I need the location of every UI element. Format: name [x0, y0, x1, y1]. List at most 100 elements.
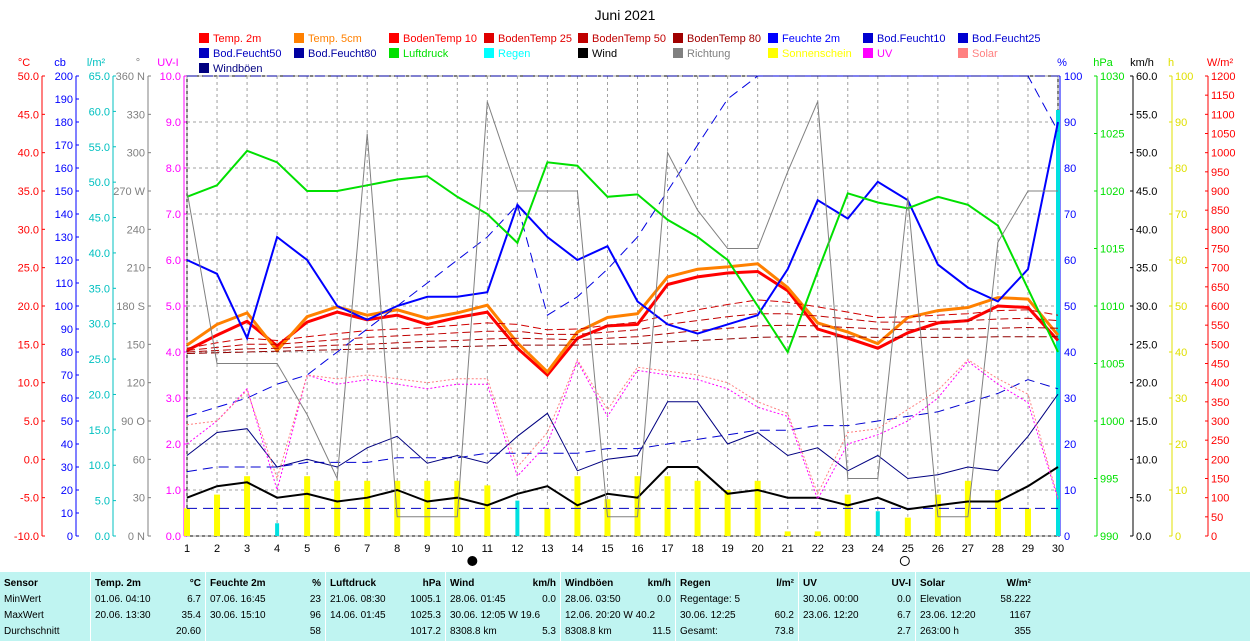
tick-label-temp: 30.0 — [18, 224, 39, 236]
axis-unit-cloudbase: cb — [54, 57, 66, 69]
stats-row: Durchschnitt — [4, 626, 86, 640]
stats-row: 263:00 h 355 — [920, 626, 1031, 640]
tick-label-sun: 30 — [1175, 393, 1187, 405]
stats-cell-value: 1167 — [1009, 610, 1031, 621]
tick-label-cloudbase: 0 — [67, 531, 73, 543]
tick-label-sun: 40 — [1175, 347, 1187, 359]
legend-label: Bod.Feucht25 — [972, 33, 1041, 45]
tick-label-uv: 5.0 — [166, 301, 181, 313]
tick-label-temp: 5.0 — [24, 416, 39, 428]
stats-cell-label: 8308.8 km — [450, 626, 497, 637]
tick-label-rain: 20.0 — [89, 389, 110, 401]
tick-label-sun: 10 — [1175, 485, 1187, 497]
stats-cell-label: 30.06. 00:00 — [803, 594, 859, 605]
tick-label-uv: 1.0 — [166, 485, 181, 497]
legend-label: Sonnenschein — [782, 48, 852, 60]
tick-label-wind: 5.0 — [1136, 493, 1151, 505]
bar-sonnenschein — [214, 494, 221, 536]
tick-label-humidity: 50 — [1064, 301, 1076, 313]
bar-sonnenschein — [904, 517, 911, 536]
tick-label-rain: 40.0 — [89, 248, 110, 260]
legend-label: Luftdruck — [403, 48, 449, 60]
bar-sonnenschein — [244, 476, 251, 536]
legend-label: Solar — [972, 48, 998, 60]
tick-label-temp: -10.0 — [14, 531, 39, 543]
stats-cell-value: 60.2 — [774, 610, 794, 621]
series-windb-en — [186, 393, 1059, 480]
tick-label-rain: 10.0 — [89, 460, 110, 472]
tick-label-sun: 20 — [1175, 439, 1187, 451]
x-tick-label: 19 — [721, 543, 733, 555]
tick-label-pressure: 1000 — [1100, 416, 1124, 428]
tick-label-wind: 25.0 — [1136, 339, 1157, 351]
x-tick-label: 5 — [304, 543, 310, 555]
tick-label-humidity: 20 — [1064, 439, 1076, 451]
tick-label-temp: 50.0 — [18, 71, 39, 83]
x-tick-label: 16 — [631, 543, 643, 555]
tick-label-direction: 30 — [133, 493, 145, 505]
tick-label-wind: 15.0 — [1136, 416, 1157, 428]
statistics-table: Sensor MinWert MaxWert Durchschnitt Temp. 2m… — [0, 572, 1250, 641]
tick-label-cloudbase: 30 — [61, 462, 73, 474]
stats-cell-label: Windböen — [565, 578, 614, 589]
stats-cell-label: Wind — [450, 578, 475, 589]
stats-cell-label: Temp. 2m — [95, 578, 141, 589]
stats-row: 30.06. 12:25 60.2 — [680, 610, 794, 624]
stats-cell-label: Luftdruck — [330, 578, 377, 589]
weather-chart: Juni 2021 Temp. 2m Temp. 5cm BodenTemp 10 B… — [14, 7, 1235, 566]
axis-unit-uv: UV-I — [157, 57, 178, 69]
series-bodentemp-80 — [186, 336, 1058, 354]
axis-unit-wind: km/h — [1130, 57, 1154, 69]
tick-label-solar: 700 — [1211, 263, 1229, 275]
legend-swatch — [578, 48, 588, 58]
tick-label-cloudbase: 180 — [55, 117, 73, 129]
x-tick-label: 7 — [364, 543, 370, 555]
series-uv — [186, 359, 1059, 501]
x-tick-label: 29 — [1022, 543, 1034, 555]
axes: 1 2 3 4 5 6 7 8 9 10 11 12 13 14 15 16 17 18 19 20 21 22 23 24 2… — [14, 57, 1235, 566]
stats-cell-label: 01.06. 04:10 — [95, 594, 151, 605]
stats-row: 07.06. 16:45 23 — [210, 594, 321, 608]
tick-label-temp: 25.0 — [18, 263, 39, 275]
tick-label-sun: 80 — [1175, 163, 1187, 175]
stats-header: Luftdruck hPa — [330, 578, 441, 592]
stats-cell-label: Regentage: 5 — [680, 594, 741, 605]
bar-sonnenschein — [724, 490, 731, 536]
stats-cell-label: MinWert — [4, 594, 42, 605]
tick-label-temp: 15.0 — [18, 339, 39, 351]
x-tick-label: 1 — [184, 543, 190, 555]
stats-cell-label: UV — [803, 578, 817, 589]
stats-cell-label: 21.06. 08:30 — [330, 594, 386, 605]
tick-label-direction: 120 — [127, 378, 145, 390]
bar-sonnenschein — [304, 476, 311, 536]
tick-label-rain: 45.0 — [89, 213, 110, 225]
tick-label-solar: 50 — [1211, 512, 1223, 524]
tick-label-solar: 950 — [1211, 167, 1229, 179]
bar-sonnenschein — [964, 480, 971, 536]
stats-cell-label: 14.06. 01:45 — [330, 610, 386, 621]
tick-label-solar: 1000 — [1211, 148, 1235, 160]
stats-row: 30.06. 00:00 0.0 — [803, 594, 911, 608]
tick-label-sun: 0 — [1175, 531, 1181, 543]
stats-column: UV UV-I 30.06. 00:00 0.0 23.06. 12:20 6.7 2.7 — [798, 572, 915, 641]
tick-label-uv: 4.0 — [166, 347, 181, 359]
bar-sonnenschein — [184, 508, 190, 536]
stats-header: Windböen km/h — [565, 578, 671, 592]
x-tick-label: 17 — [661, 543, 673, 555]
axis-unit-humidity: % — [1057, 57, 1067, 69]
series-wind — [186, 466, 1059, 511]
legend-swatch — [958, 33, 968, 43]
series-temp-5cm — [186, 262, 1060, 375]
tick-label-humidity: 40 — [1064, 347, 1076, 359]
tick-label-solar: 750 — [1211, 244, 1229, 256]
stats-row: Elevation 58.222 — [920, 594, 1031, 608]
axis-unit-direction: ° — [136, 57, 140, 69]
tick-label-wind: 40.0 — [1136, 224, 1157, 236]
tick-label-solar: 250 — [1211, 435, 1229, 447]
legend-label: BodenTemp 25 — [498, 33, 572, 45]
stats-row: 20.60 — [95, 626, 201, 640]
bar-sonnenschein — [544, 508, 551, 536]
stats-cell-value: 6.7 — [187, 594, 201, 605]
tick-label-pressure: 1025 — [1100, 129, 1124, 141]
bar-sonnenschein — [604, 499, 611, 536]
